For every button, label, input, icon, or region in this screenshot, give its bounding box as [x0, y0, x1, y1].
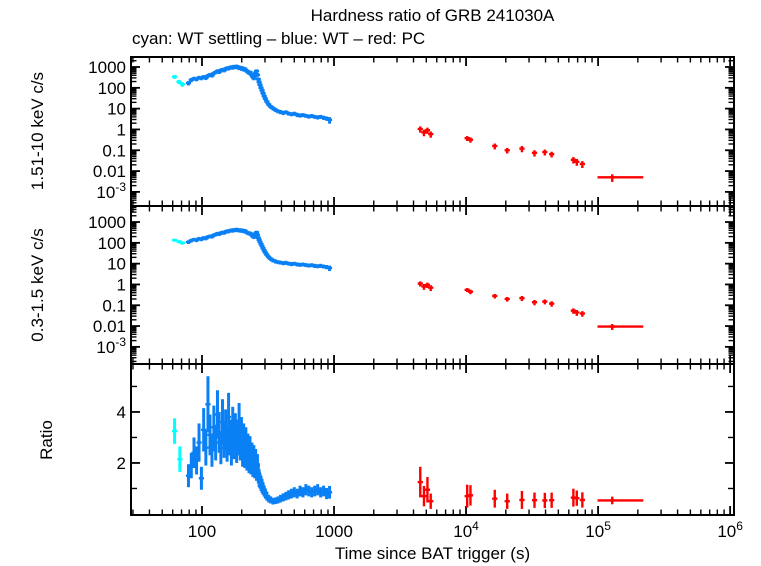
y-tick-label: 100 [98, 234, 126, 253]
series-ratio-wt [185, 376, 333, 505]
x-tick-label: 1000 [315, 522, 353, 541]
chart-legend-subtitle: cyan: WT settling – blue: WT – red: PC [132, 29, 426, 48]
y-tick-label: 10 [107, 255, 126, 274]
y-tick-label: 0.1 [102, 141, 126, 160]
x-tick-label: 100 [188, 522, 216, 541]
y-tick-label: 1000 [88, 58, 126, 77]
y-axis-label-hard-band: 1.51-10 keV c/s [28, 71, 47, 191]
y-tick-label: 1 [117, 120, 126, 139]
y-tick-label: 0.01 [93, 162, 126, 181]
y-axis-label-soft-band: 0.3-1.5 keV c/s [28, 228, 47, 342]
series-soft-wt [185, 227, 333, 272]
series-ratio-wt-settling [171, 418, 183, 472]
series-soft-wt-settling [171, 238, 185, 245]
y-tick-label: 10-3 [96, 335, 126, 357]
chart-title: Hardness ratio of GRB 241030A [310, 6, 555, 25]
y-tick-label: 4 [117, 403, 126, 422]
y-tick-label: 0.1 [102, 296, 126, 315]
series-hard-pc [417, 126, 644, 182]
y-tick-label: 100 [98, 79, 126, 98]
x-tick-label: 105 [585, 519, 611, 541]
y-tick-label: 1 [117, 275, 126, 294]
x-axis-label: Time since BAT trigger (s) [334, 544, 531, 563]
x-tick-label: 104 [453, 519, 479, 541]
y-tick-label: 10 [107, 100, 126, 119]
x-axis-tick-labels: 100 1000 104 105 106 [188, 519, 743, 541]
series-soft-pc [417, 281, 644, 330]
y-axis-label-ratio: Ratio [37, 420, 56, 460]
series-hard-wt [185, 64, 333, 124]
x-tick-label: 106 [717, 519, 743, 541]
series-hard-wt-settling [171, 75, 185, 87]
y-tick-label: 2 [117, 454, 126, 473]
panel-ratio: 42 [117, 363, 735, 516]
y-tick-label: 10-3 [96, 180, 126, 202]
y-tick-label: 0.01 [93, 317, 126, 336]
series-ratio-pc [417, 466, 644, 509]
y-tick-label: 1000 [88, 213, 126, 232]
